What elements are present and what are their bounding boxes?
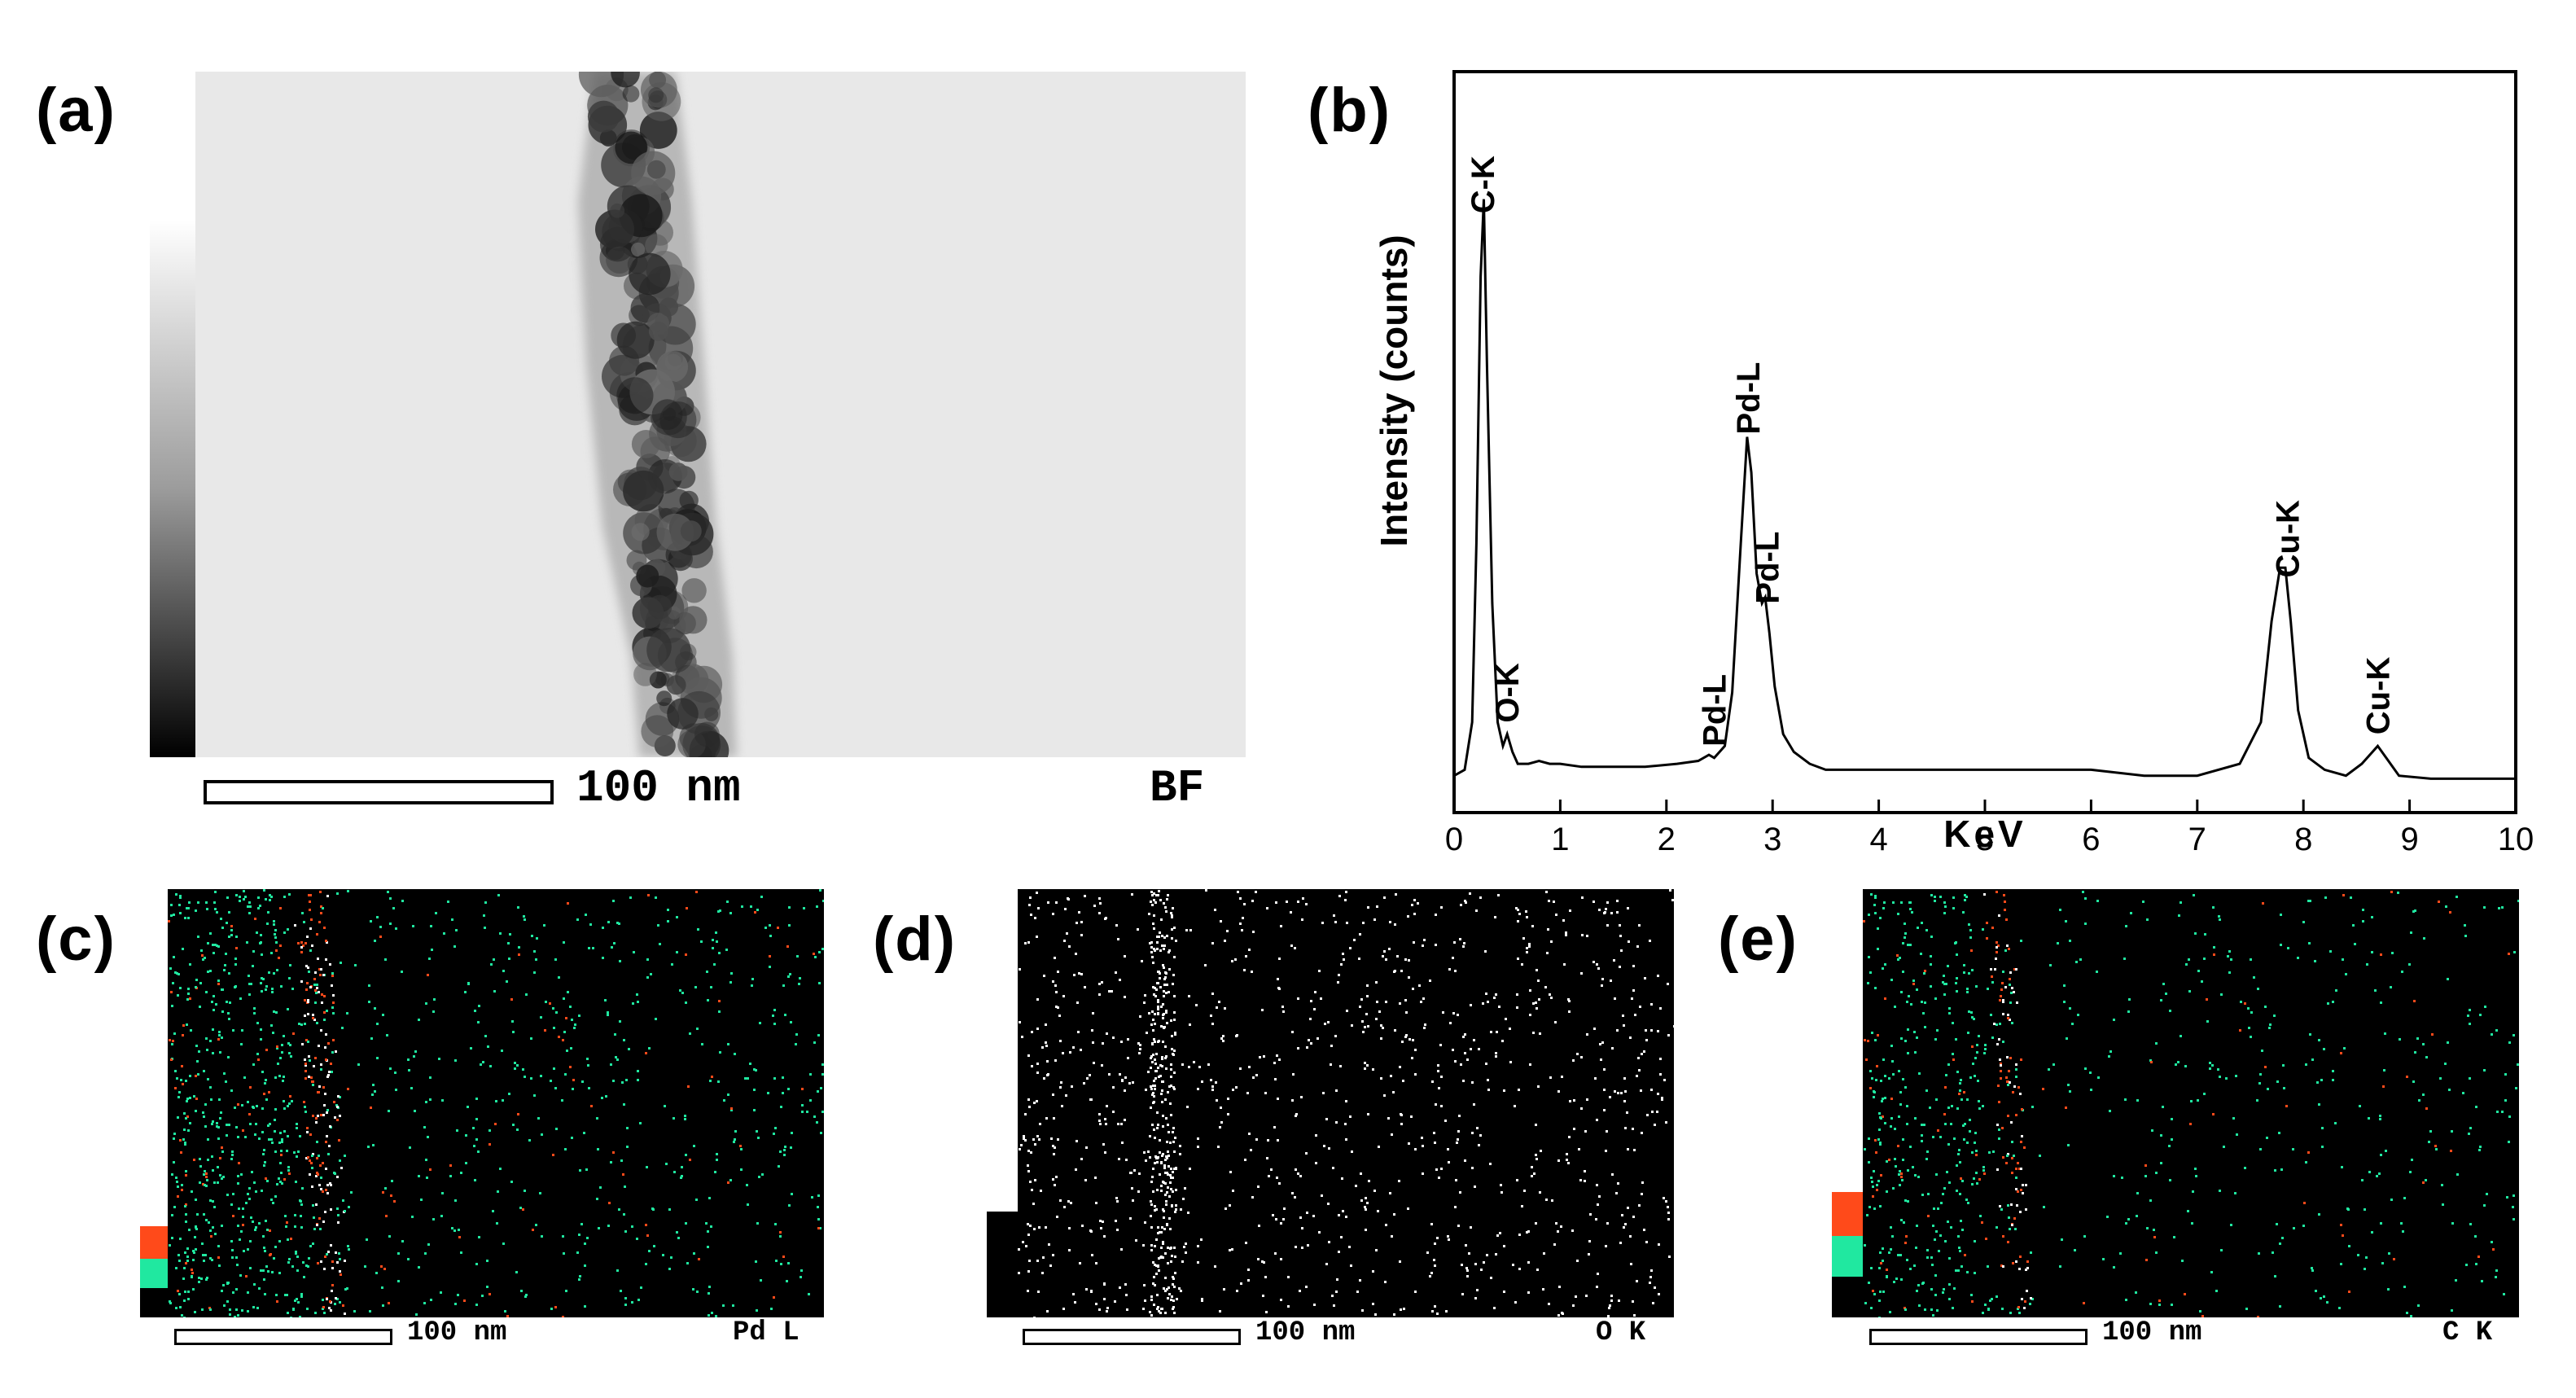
peak-label: Cu-K	[2271, 500, 2307, 578]
peak-label: Pd-L	[1731, 362, 1767, 435]
spectrum-line	[1453, 199, 2516, 780]
y-axis-label: Intensity (counts)	[1373, 234, 1415, 546]
scalebar-d	[1023, 1329, 1241, 1345]
channel-green-e	[1832, 1236, 1863, 1277]
channel-red-c	[140, 1226, 168, 1259]
plot-frame	[1452, 70, 2517, 814]
map-pd-l	[168, 889, 824, 1317]
panel-b-label: (b)	[1308, 75, 1391, 146]
scalebar-c	[174, 1329, 392, 1345]
x-tick-label: 2	[1658, 822, 1676, 857]
channel-black-c	[140, 1288, 168, 1317]
map-o-k	[1018, 889, 1674, 1317]
scalebar-d-text: 100 nm	[1255, 1317, 1355, 1348]
peak-label: Pd-L	[1750, 532, 1786, 604]
x-tick-label: 10	[2498, 822, 2534, 857]
panel-d-label: (d)	[873, 904, 957, 975]
spectrum-chart: 0 1 2 3 4 5 6 7 8 9 10 C-K O-K Pd-L Pd-L Pd-L Cu-K Cu-K …	[1319, 65, 2540, 871]
x-tick-label: 1	[1551, 822, 1569, 857]
x-tick-label: 9	[2400, 822, 2418, 857]
peak-label: O-K	[1490, 663, 1526, 722]
channel-red-e	[1832, 1192, 1863, 1236]
peak-label: Pd-L	[1697, 674, 1733, 747]
scalebar-c-text: 100 nm	[407, 1317, 506, 1348]
map-c-k	[1863, 889, 2519, 1317]
scalebar-a	[204, 780, 554, 804]
x-tick-label: 8	[2294, 822, 2312, 857]
panel-e-label: (e)	[1718, 904, 1798, 975]
x-tick-label: 3	[1763, 822, 1781, 857]
channel-black-d	[987, 1212, 1018, 1317]
mode-label: BF	[1150, 762, 1204, 814]
x-tick-label: 0	[1445, 822, 1463, 857]
peak-label: C-K	[1465, 156, 1501, 213]
x-tick-label: 4	[1869, 822, 1887, 857]
spectrum-svg: 0 1 2 3 4 5 6 7 8 9 10 C-KO-K Pd-LPd-LPd-L Cu-KCu-K …	[1373, 70, 2534, 857]
channel-green-c	[140, 1259, 168, 1288]
channel-black-e	[1832, 1277, 1863, 1317]
scalebar-a-text: 100 nm	[576, 762, 741, 814]
x-tick-label: 7	[2188, 822, 2206, 857]
panel-a-label: (a)	[36, 75, 116, 146]
x-tick-label: 6	[2082, 822, 2100, 857]
bf-image	[195, 72, 1246, 757]
panel-c-label: (c)	[36, 904, 116, 975]
x-tick-label: 5	[1976, 822, 1994, 857]
element-c-text: Pd L	[733, 1317, 800, 1348]
peak-labels: C-K O-K Pd-L Pd-L Pd-L Cu-K Cu-K	[1465, 156, 2396, 747]
nanofiber-particles	[578, 72, 729, 757]
element-e-text: C K	[2442, 1317, 2492, 1348]
element-d-text: O K	[1596, 1317, 1645, 1348]
scalebar-e-text: 100 nm	[2102, 1317, 2201, 1348]
x-ticks: 0 1 2 3 4 5 6 7 8 9 10	[1445, 800, 2534, 857]
bf-grayscale-bar	[150, 220, 195, 757]
peak-label: Cu-K	[2360, 657, 2396, 735]
scalebar-e	[1869, 1329, 2088, 1345]
x-axis-label: KeV	[1943, 813, 2026, 855]
